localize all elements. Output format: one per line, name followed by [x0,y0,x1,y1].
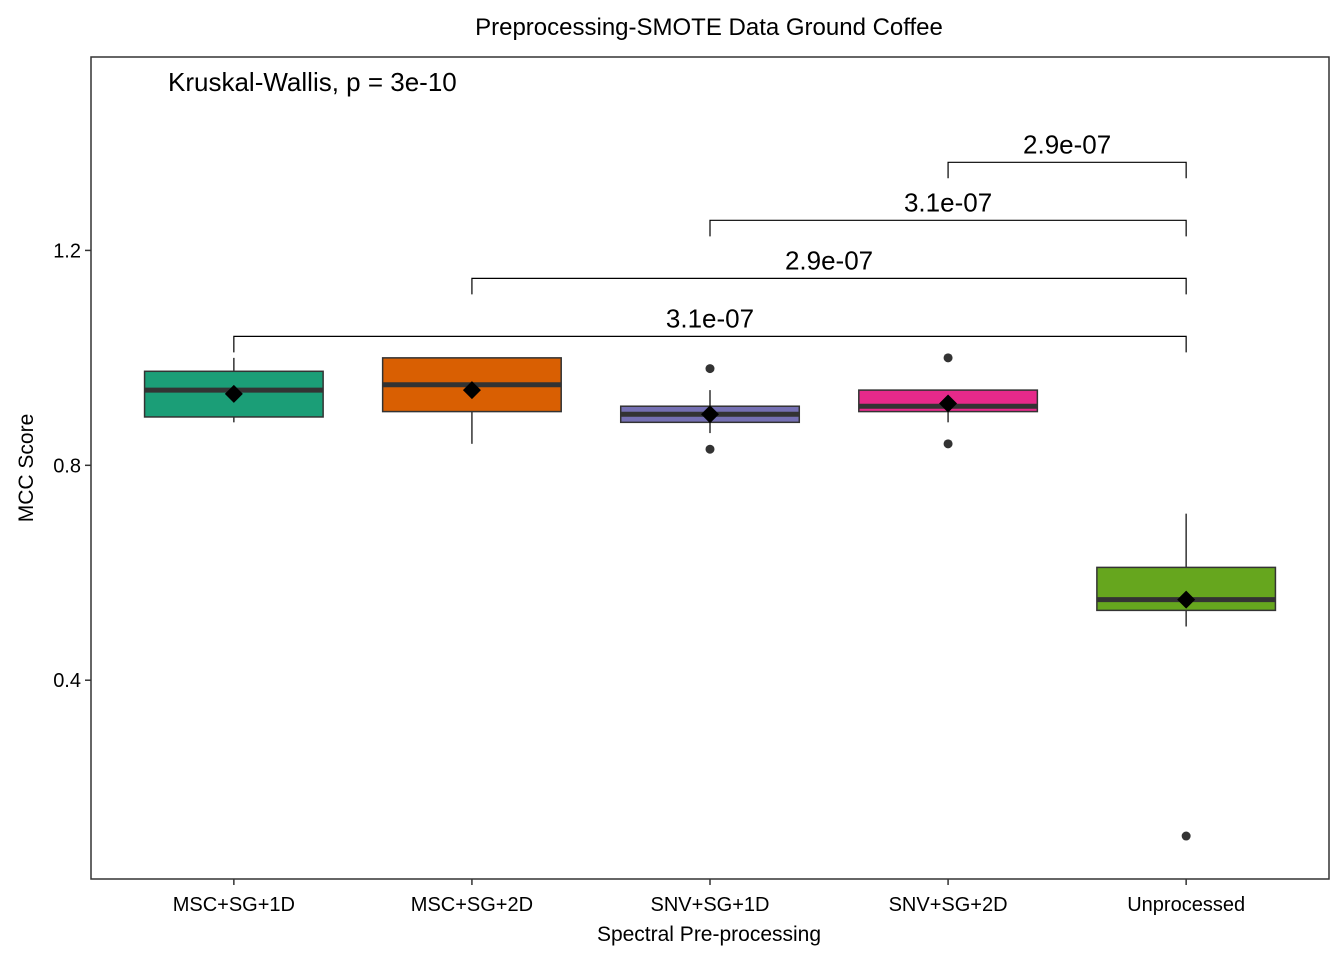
x-axis-title: Spectral Pre-processing [597,923,821,946]
y-tick-label: 1.2 [53,240,81,262]
bracket-line [233,335,1187,353]
p-value-label: 2.9e-07 [785,245,873,275]
p-value-label: 2.9e-07 [1023,129,1111,159]
bracket-line [471,277,1187,295]
mean-marker [939,394,958,413]
p-value-label: 3.1e-07 [666,303,754,333]
mean-marker [1177,590,1196,609]
comparison-bracket: 3.1e-07 [709,187,1187,237]
chart-title: Preprocessing-SMOTE Data Ground Coffee [475,14,943,41]
outlier-point [705,444,715,454]
bracket-line [947,161,1187,179]
kruskal-wallis-label: Kruskal-Wallis, p = 3e-10 [168,67,457,97]
plot-panel [90,56,1330,880]
outlier-point [705,364,715,374]
box-snv-sg-2d [858,353,1039,449]
x-tick-label: Unprocessed [1127,894,1245,916]
box-msc-sg-1d [143,357,324,423]
x-tick-label: SNV+SG+1D [651,894,770,916]
boxes-layer [143,353,1277,841]
box-unprocessed [1096,513,1277,841]
outlier-point [943,439,953,449]
outlier-point [943,353,953,363]
comparison-bracket: 2.9e-07 [471,245,1187,295]
box-msc-sg-2d [381,357,562,444]
box-snv-sg-1d [619,364,801,454]
comparison-bracket: 2.9e-07 [947,129,1187,179]
x-tick-label: MSC+SG+1D [173,894,295,916]
bracket-line [709,219,1187,237]
mean-marker [701,405,719,424]
x-axis: MSC+SG+1D MSC+SG+2D SNV+SG+1D SNV+SG+2D Unpr… [173,879,1245,916]
p-value-label: 3.1e-07 [904,187,992,217]
mean-marker [462,381,481,400]
mean-marker [224,384,243,403]
y-axis-title: MCC Score [15,414,38,523]
y-axis: 0.4 0.8 1.2 [53,240,91,692]
x-tick-label: MSC+SG+2D [411,894,533,916]
x-tick-label: SNV+SG+2D [889,894,1008,916]
comparison-bracket: 3.1e-07 [233,303,1187,353]
y-tick-label: 0.8 [53,455,81,477]
y-tick-label: 0.4 [53,670,81,692]
outlier-point [1181,831,1191,841]
comparison-brackets: 3.1e-07 2.9e-07 3.1e-07 2.9e-07 [233,129,1187,353]
